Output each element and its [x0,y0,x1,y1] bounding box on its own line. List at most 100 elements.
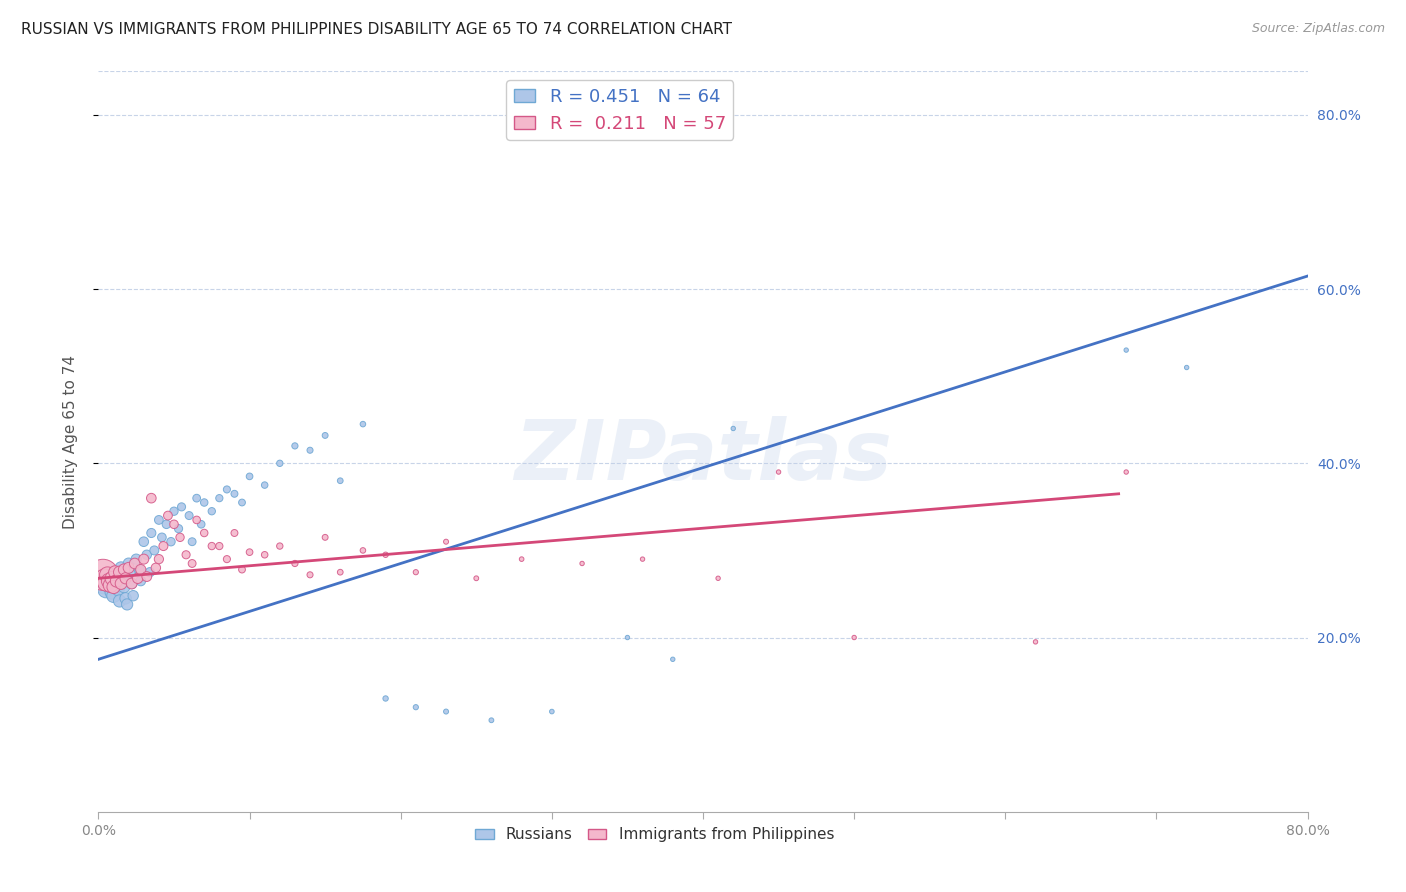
Point [122,589,145,603]
Text: Source: ZipAtlas.com: Source: ZipAtlas.com [1251,22,1385,36]
Point [374,691,396,706]
Point [118,557,141,571]
Text: ZIPatlas: ZIPatlas [515,416,891,497]
Point [181,557,204,571]
Point [103,580,125,594]
Point [208,491,231,505]
Point [129,574,152,588]
Point [269,539,291,553]
Point [253,478,276,492]
Point [155,517,177,532]
Point [93,571,115,585]
Point [114,571,136,585]
Point [768,465,790,479]
Point [193,526,215,541]
Point [135,548,157,562]
Point [132,552,155,566]
Point [107,582,129,597]
Point [231,495,253,509]
Point [114,591,136,606]
Point [112,580,135,594]
Point [104,565,127,579]
Point [374,548,396,562]
Point [186,513,208,527]
Point [110,561,132,575]
Point [201,539,224,553]
Point [125,552,148,566]
Point [540,705,562,719]
Point [193,495,215,509]
Point [1115,465,1137,479]
Point [103,589,125,603]
Point [150,530,173,544]
Legend: Russians, Immigrants from Philippines: Russians, Immigrants from Philippines [470,822,841,848]
Point [167,522,190,536]
Point [91,567,114,582]
Point [269,456,291,470]
Point [98,574,121,588]
Point [208,539,231,553]
Point [118,561,141,575]
Point [141,491,163,505]
Point [169,530,191,544]
Point [121,576,143,591]
Point [121,576,143,591]
Point [224,526,246,541]
Point [616,631,638,645]
Point [152,539,174,553]
Point [201,504,224,518]
Point [352,543,374,558]
Point [127,571,149,585]
Point [299,443,322,458]
Point [170,500,193,514]
Point [179,508,201,523]
Point [1175,360,1198,375]
Point [186,491,208,505]
Point [104,565,127,579]
Point [314,428,336,442]
Point [110,576,132,591]
Point [844,631,866,645]
Point [141,526,163,541]
Point [139,565,162,579]
Point [571,557,593,571]
Point [231,563,253,577]
Point [284,439,307,453]
Point [101,585,124,599]
Point [434,534,457,549]
Point [181,534,204,549]
Point [434,705,457,719]
Point [163,504,186,518]
Point [148,513,170,527]
Point [100,580,122,594]
Point [1024,635,1046,649]
Point [120,565,142,579]
Point [160,534,183,549]
Point [94,582,117,597]
Point [190,517,212,532]
Point [111,567,134,582]
Point [101,571,124,585]
Point [163,517,186,532]
Point [94,575,117,590]
Point [707,571,730,585]
Point [314,530,336,544]
Point [93,578,115,592]
Point [129,563,152,577]
Point [215,483,238,497]
Point [661,652,683,666]
Point [145,561,167,575]
Point [510,552,533,566]
Y-axis label: Disability Age 65 to 74: Disability Age 65 to 74 [63,354,77,529]
Point [253,548,276,562]
Point [224,487,246,501]
Point [124,557,146,571]
Point [98,576,121,591]
Point [284,557,307,571]
Point [135,569,157,583]
Point [100,578,122,592]
Point [465,571,488,585]
Point [96,569,118,583]
Point [481,713,503,727]
Point [1115,343,1137,357]
